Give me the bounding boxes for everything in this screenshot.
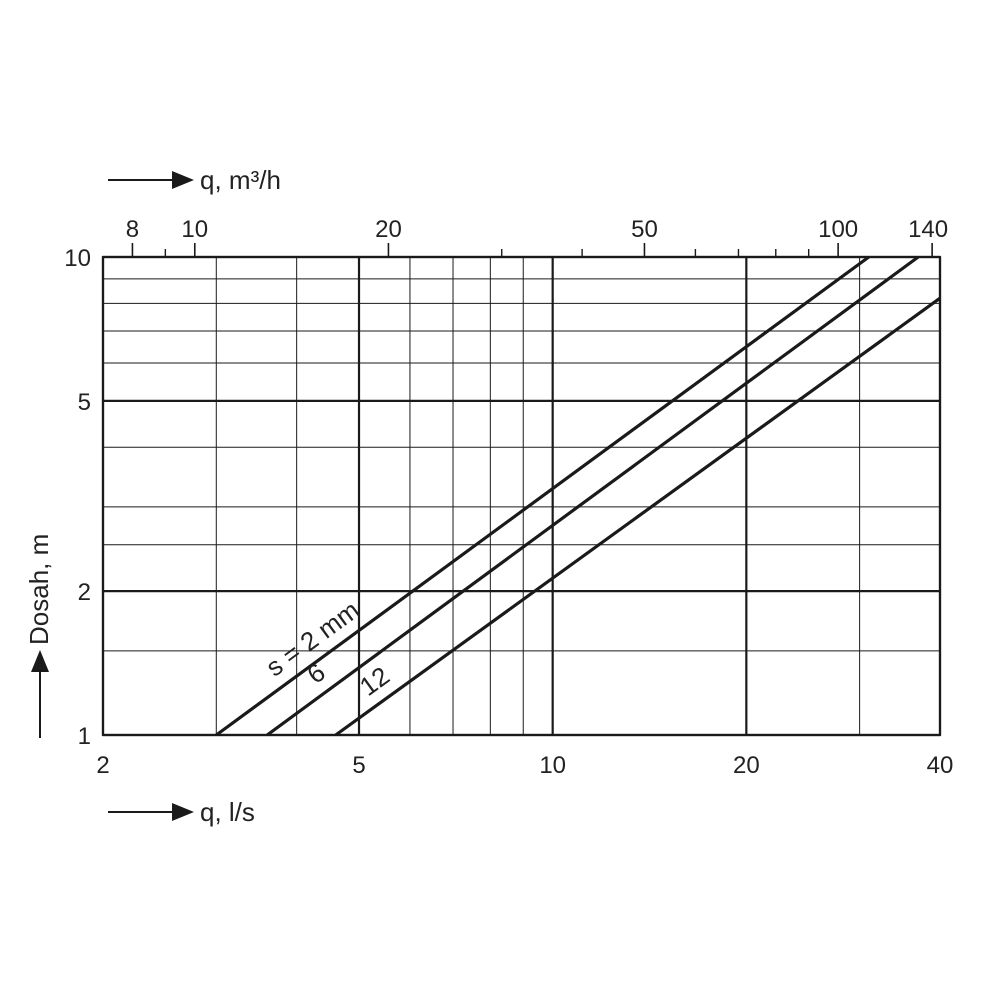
x-tick-label: 10 [539,752,566,779]
y-axis-arrowhead-icon [31,650,49,672]
y-axis-ticks: 1 2 5 10 [64,245,91,750]
x2-tick-label: 10 [181,216,208,243]
x-tick-label: 5 [352,752,365,779]
series-labels: s = 2 mm6 12 [260,595,395,702]
y-tick-label: 5 [78,389,91,416]
x2-tick-label: 50 [631,216,658,243]
x-axis-title-group: q, l/s [108,797,255,827]
x2-tick-label: 8 [126,216,139,243]
series-line-3 [334,296,941,737]
series-line-2 [266,255,920,737]
x2-tick-label: 20 [375,216,402,243]
y-axis-title: Dosah, m [24,534,54,645]
y-tick-label: 2 [78,579,91,606]
x2-axis-ticks: 8 10 20 50 100 140 [126,216,948,257]
x-tick-label: 20 [733,752,760,779]
series-lines [215,255,941,737]
series-line-1 [215,255,870,737]
x2-tick-label: 100 [818,216,858,243]
x2-tick-label: 140 [908,216,948,243]
x-axis-title: q, l/s [200,797,255,827]
x2-axis-title: q, m³/h [200,165,281,195]
major-grid [101,255,942,737]
minor-grid [103,257,940,735]
x-tick-label: 2 [96,752,109,779]
x2-axis-title-group: q, m³/h [108,165,281,195]
y-tick-label: 1 [78,723,91,750]
series-label-2: 6 [301,657,330,690]
plot-frame [101,255,942,737]
y-tick-label: 10 [64,245,91,272]
x-axis-ticks: 2 5 10 20 40 [96,752,953,779]
y-axis-title-group: Dosah, m [24,534,54,738]
x2-axis-arrowhead-icon [172,171,194,189]
x-axis-arrowhead-icon [172,803,194,821]
x-tick-label: 40 [927,752,954,779]
